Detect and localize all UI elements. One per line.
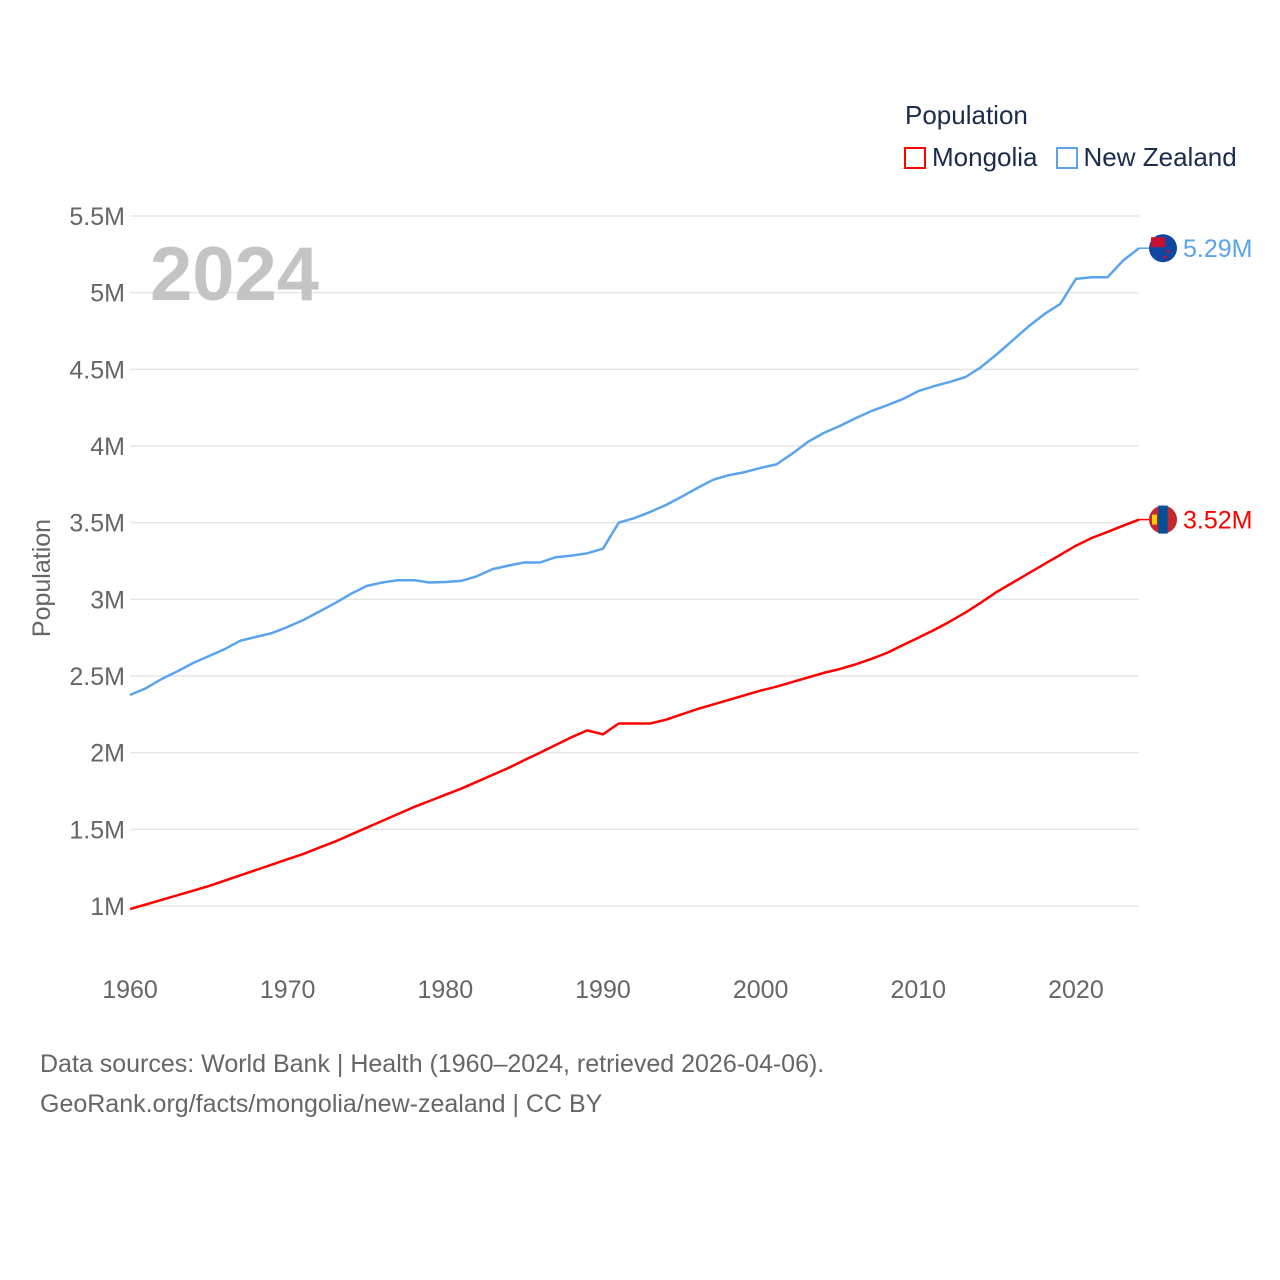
x-tick-label: 1980 [418,976,474,1004]
x-tick-label: 1960 [102,976,158,1004]
legend-swatch-mongolia [904,146,926,169]
new-zealand-union-jack [1151,237,1165,248]
y-tick-label: 5.5M [69,203,125,231]
series-line-mongolia [129,518,1140,911]
footer: Data sources: World Bank | Health (1960–… [40,1044,824,1124]
y-tick-label: 2M [90,740,125,768]
mongolia-flag-stripe [1158,505,1168,534]
y-tick-label: 5M [90,280,125,308]
series-line-new-zealand [129,247,1140,697]
x-tick-label: 1970 [260,976,316,1004]
y-tick-label: 4.5M [69,356,125,384]
y-tick-label: 3.5M [69,510,125,538]
new-zealand-star [1166,249,1170,253]
legend-item-mongolia[interactable]: Mongolia [904,142,1038,173]
y-axis-title: Population [28,519,56,637]
end-value-label: 3.52M [1183,507,1252,535]
x-tick-label: 1990 [575,976,631,1004]
legend-title: Population [905,100,1028,130]
data-source-text: Data sources: World Bank | Health (1960–… [40,1050,825,1078]
mongolia-soyombo [1152,514,1157,525]
end-value-label: 5.29M [1183,235,1252,263]
y-tick-label: 1M [90,893,125,921]
source-link[interactable]: GeoRank.org/facts/mongolia/new-zealand |… [40,1090,603,1118]
legend-label-new-zealand: New Zealand [1083,142,1237,172]
x-tick-label: 2010 [890,976,946,1004]
x-tick-label: 2020 [1048,976,1104,1004]
legend: Mongolia New Zealand [904,142,1237,173]
y-tick-label: 1.5M [69,816,125,844]
new-zealand-star [1163,255,1167,259]
y-tick-label: 4M [90,433,125,461]
year-label: 2024 [150,232,319,317]
y-tick-label: 2.5M [69,663,125,691]
y-tick-label: 3M [90,586,125,614]
legend-swatch-new-zealand [1055,146,1078,169]
legend-item-new-zealand[interactable]: New Zealand [1055,142,1237,173]
x-tick-label: 2000 [733,976,789,1004]
legend-label-mongolia: Mongolia [932,142,1038,172]
